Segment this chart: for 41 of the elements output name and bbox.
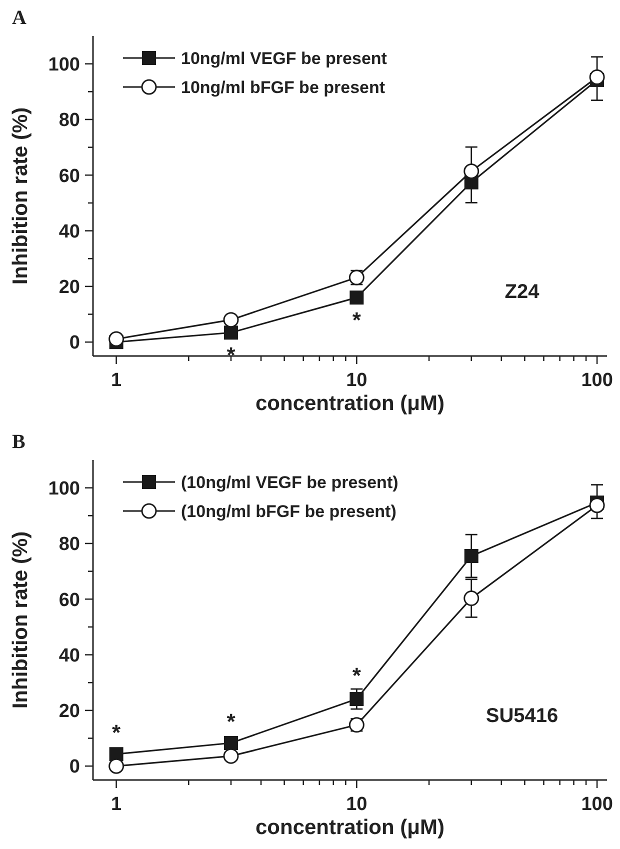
point: [108, 331, 124, 347]
x-tick-label: 10: [346, 370, 368, 391]
annotation: *: [352, 663, 362, 688]
x-tick-label: 1: [111, 370, 122, 391]
x-tick-label: 100: [581, 370, 613, 391]
x-tick-label: 10: [346, 794, 368, 815]
annotation: *: [352, 308, 362, 333]
y-tick-label: 60: [58, 590, 80, 611]
point: [108, 758, 124, 774]
y-tick-label: 20: [58, 277, 80, 298]
y-tick-label: 0: [69, 332, 80, 354]
annotation: *: [226, 342, 236, 368]
y-tick-label: 80: [58, 110, 80, 132]
x-tick-label: 1: [111, 794, 122, 815]
y-tick-label: 80: [58, 534, 80, 556]
x-tick-label: 100: [581, 794, 613, 815]
y-tick-label: 100: [48, 478, 80, 500]
x-axis-title: concentration (μM): [255, 392, 445, 415]
y-axis-title: Inhibition rate (%): [9, 107, 32, 285]
legend-label: (10ng/ml bFGF be present): [181, 502, 396, 521]
annotation: *: [112, 720, 122, 746]
y-tick-label: 20: [58, 701, 80, 722]
y-tick-label: 40: [58, 645, 80, 666]
legend-label: 10ng/ml VEGF be present: [181, 48, 388, 68]
chart-title: A: [12, 7, 27, 29]
point: [589, 69, 605, 85]
chart-title: B: [12, 431, 26, 453]
annotation: *: [226, 708, 236, 734]
y-tick-label: 0: [69, 756, 80, 778]
y-tick-label: 40: [58, 221, 80, 242]
y-axis-title: Inhibition rate (%): [9, 531, 32, 709]
annotation: Z24: [504, 281, 540, 303]
point: [589, 498, 605, 514]
legend-label: 10ng/ml bFGF be present: [181, 78, 386, 97]
point: [350, 692, 364, 706]
annotation: SU5416: [486, 705, 558, 727]
legend-label: (10ng/ml VEGF be present): [181, 472, 398, 492]
x-axis-title: concentration (μM): [255, 816, 445, 839]
y-tick-label: 60: [58, 166, 80, 187]
point: [350, 290, 364, 305]
y-tick-label: 100: [48, 54, 80, 76]
